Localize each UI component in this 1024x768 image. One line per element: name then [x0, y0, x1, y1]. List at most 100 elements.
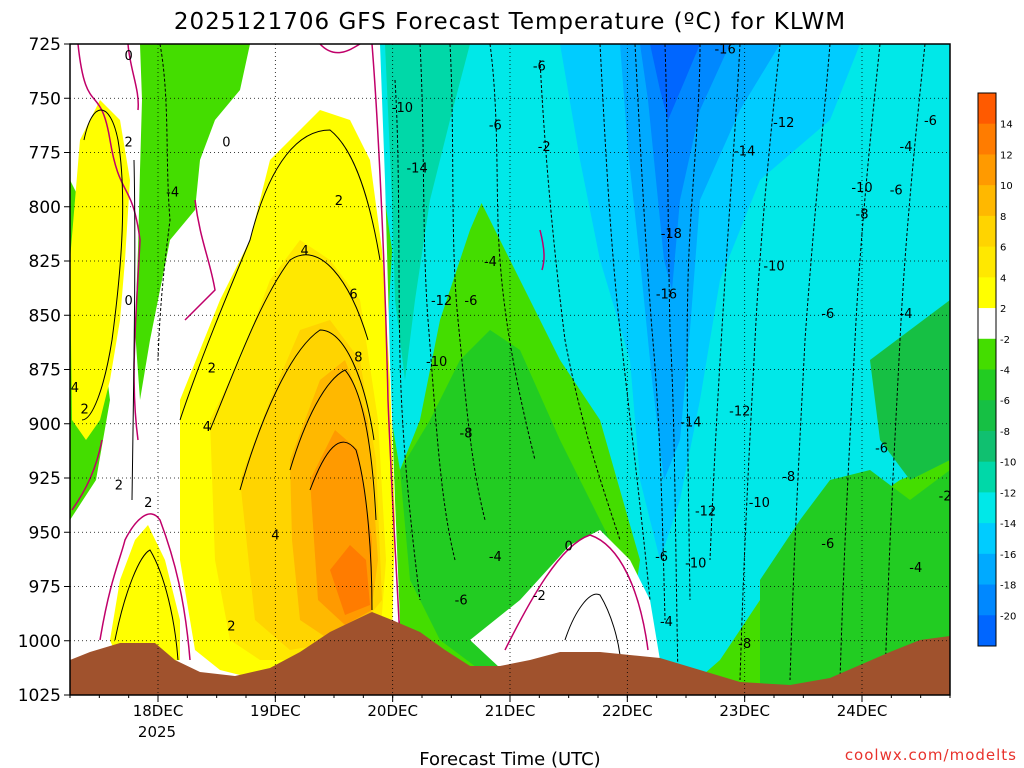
- isotherm-neg-13: [789, 44, 831, 681]
- credit-text: coolwx.com/modelts: [845, 746, 1017, 764]
- colorbar-label: 6: [1000, 243, 1006, 254]
- colorbar-label: -12: [1000, 488, 1016, 499]
- isotherm-neg-4: [449, 44, 486, 521]
- x-axis-year: 2025: [138, 723, 176, 741]
- contour-label: -10: [749, 496, 770, 511]
- negative-isotherms: [157, 44, 926, 681]
- contour-label: 6: [349, 288, 357, 303]
- isotherm-pos-1: [81, 109, 124, 421]
- contour-label: -12: [695, 505, 716, 520]
- zero-isotherm-7: [71, 439, 103, 511]
- colorbar-swatch: [978, 93, 996, 125]
- x-tick-label: 23DEC: [719, 702, 770, 720]
- contour-label: 0: [125, 49, 133, 64]
- contour-label: -6: [821, 307, 834, 322]
- colorbar-label: -2: [1000, 335, 1010, 346]
- colorbar-label: 8: [1000, 212, 1006, 223]
- temperature-cross-section: [70, 44, 950, 695]
- chart-title: 2025121706 GFS Forecast Temperature (ºC)…: [174, 9, 846, 35]
- zero-isotherms: [71, 44, 649, 661]
- contour-label: 2: [335, 194, 343, 209]
- y-tick-label: 875: [29, 361, 61, 381]
- contour-label: -10: [426, 355, 447, 370]
- isotherm-neg-14: [839, 44, 881, 681]
- isotherm-neg-9: [664, 44, 679, 681]
- region-green-northwest: [135, 44, 250, 400]
- contour-label: -4: [166, 186, 179, 201]
- contour-label: -14: [734, 144, 755, 159]
- isotherm-neg-7: [599, 44, 651, 601]
- contour-label: 0: [125, 294, 133, 309]
- colorbar-label: -10: [1000, 458, 1016, 469]
- zero-isotherm-3: [184, 199, 216, 321]
- contour-label: 2: [227, 620, 235, 635]
- colorbar-swatch: [978, 123, 996, 155]
- contour-label: -6: [655, 550, 668, 565]
- y-tick-label: 800: [29, 198, 61, 218]
- isotherm-pos-9: [131, 159, 136, 501]
- isotherm-neg-2: [394, 79, 421, 601]
- zero-isotherm-4: [319, 44, 361, 54]
- colorbar-label: 12: [1000, 150, 1013, 161]
- zero-isotherm-5: [371, 44, 401, 641]
- zero-isotherm-2: [127, 44, 139, 111]
- isotherm-pos-8: [564, 593, 621, 656]
- colorbar-label: 10: [1000, 181, 1013, 192]
- contour-label: -10: [763, 259, 784, 274]
- contour-label: -12: [431, 294, 452, 309]
- terrain: [70, 612, 950, 695]
- contour-label: -10: [392, 101, 413, 116]
- isotherm-pos-3: [209, 254, 369, 431]
- x-tick-label: 20DEC: [367, 702, 418, 720]
- isotherm-neg-10: [686, 44, 701, 601]
- y-tick-label: 950: [29, 523, 61, 543]
- y-tick-label: 775: [29, 144, 61, 164]
- colorbar-swatch: [978, 277, 996, 309]
- region-darkest-blue: [650, 44, 700, 120]
- contour-label: -6: [821, 537, 834, 552]
- contour-label: -6: [890, 183, 903, 198]
- y-tick-label: 900: [29, 415, 61, 435]
- zero-isotherm-8: [504, 534, 649, 651]
- y-tick-label: 1000: [18, 632, 61, 652]
- colorbar-swatch: [978, 369, 996, 401]
- isotherm-pos-4: [239, 329, 375, 491]
- isotherm-neg-8: [634, 44, 666, 621]
- region-green-2: [870, 300, 950, 480]
- contour-label: -16: [656, 288, 677, 303]
- contour-label: 4: [203, 420, 211, 435]
- isotherm-neg-5: [489, 44, 536, 461]
- contour-label: -4: [489, 550, 502, 565]
- y-tick-label: 925: [29, 469, 61, 489]
- colorbar-swatch: [978, 215, 996, 248]
- contour-label: -8: [856, 207, 869, 222]
- colorbar-swatch: [978, 430, 996, 463]
- contour-label: -2: [939, 489, 952, 504]
- contour-label: -2: [538, 140, 551, 155]
- contour-label: -18: [661, 227, 682, 242]
- contour-label: -6: [489, 118, 502, 133]
- y-tick-label: 825: [29, 252, 61, 272]
- x-axis-title: Forecast Time (UTC): [419, 749, 600, 768]
- contour-label: -8: [460, 426, 473, 441]
- contour-label: -6: [533, 60, 546, 75]
- contour-label: -4: [900, 307, 913, 322]
- isotherm-pos-6: [309, 441, 373, 611]
- colorbar-label: -14: [1000, 519, 1016, 530]
- region-white-east: [470, 530, 660, 668]
- contour-label: 4: [271, 528, 279, 543]
- contour-label: -2: [533, 589, 546, 604]
- contour-label: 2: [115, 479, 123, 494]
- contour-label: -6: [464, 294, 477, 309]
- colorbar-label: 14: [1000, 120, 1013, 131]
- isotherm-neg-1: [157, 44, 171, 361]
- contour-label: 4: [301, 244, 309, 259]
- isotherm-neg-11: [709, 44, 741, 561]
- colorbar-swatch: [978, 338, 996, 370]
- contour-label: -4: [660, 615, 673, 630]
- contour-label: -6: [924, 114, 937, 129]
- region-teal-west: [385, 44, 470, 380]
- x-tick-label: 24DEC: [837, 702, 888, 720]
- contour-label: 8: [354, 350, 362, 365]
